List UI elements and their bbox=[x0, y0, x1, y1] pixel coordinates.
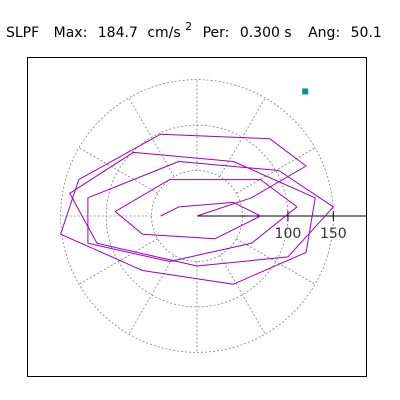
plot-frame bbox=[27, 57, 367, 377]
grid-spoke-240 bbox=[128, 255, 175, 335]
title-max-unit: cm/s bbox=[147, 25, 180, 41]
title-ang-value: 50.1 bbox=[351, 25, 382, 41]
grid-spoke-210 bbox=[78, 238, 158, 285]
title-per-label: Per: bbox=[203, 25, 230, 41]
trace-layer bbox=[60, 88, 334, 285]
grid-spoke-330 bbox=[236, 238, 316, 285]
title-per-value: 0.300 s bbox=[240, 25, 292, 41]
grid-spoke-120 bbox=[128, 97, 175, 177]
series-line-0 bbox=[60, 133, 334, 285]
title-max-label: Max: bbox=[54, 25, 88, 41]
grid-spoke-300 bbox=[219, 255, 266, 335]
svg-text:SLPF Max: 184.7: SLPF Max: 184.7 cm/s 2 Per: 0.300 s Ang:… bbox=[6, 18, 382, 41]
title-ang-label: Ang: bbox=[308, 25, 340, 41]
title-label: SLPF bbox=[6, 25, 39, 41]
title-max-value: 184.7 bbox=[98, 25, 138, 41]
axis-tick-label-150: 150 bbox=[320, 226, 347, 242]
axis-tick-label-100: 100 bbox=[275, 226, 302, 242]
title-max-exponent: 2 bbox=[185, 20, 192, 33]
end-point-marker bbox=[302, 88, 309, 95]
radial-axis: 100 150 bbox=[197, 211, 367, 242]
chart-title: SLPF Max: 184.7 cm/s 2 Per: 0.300 s Ang:… bbox=[6, 18, 382, 41]
grid-spoke-150 bbox=[78, 147, 158, 194]
